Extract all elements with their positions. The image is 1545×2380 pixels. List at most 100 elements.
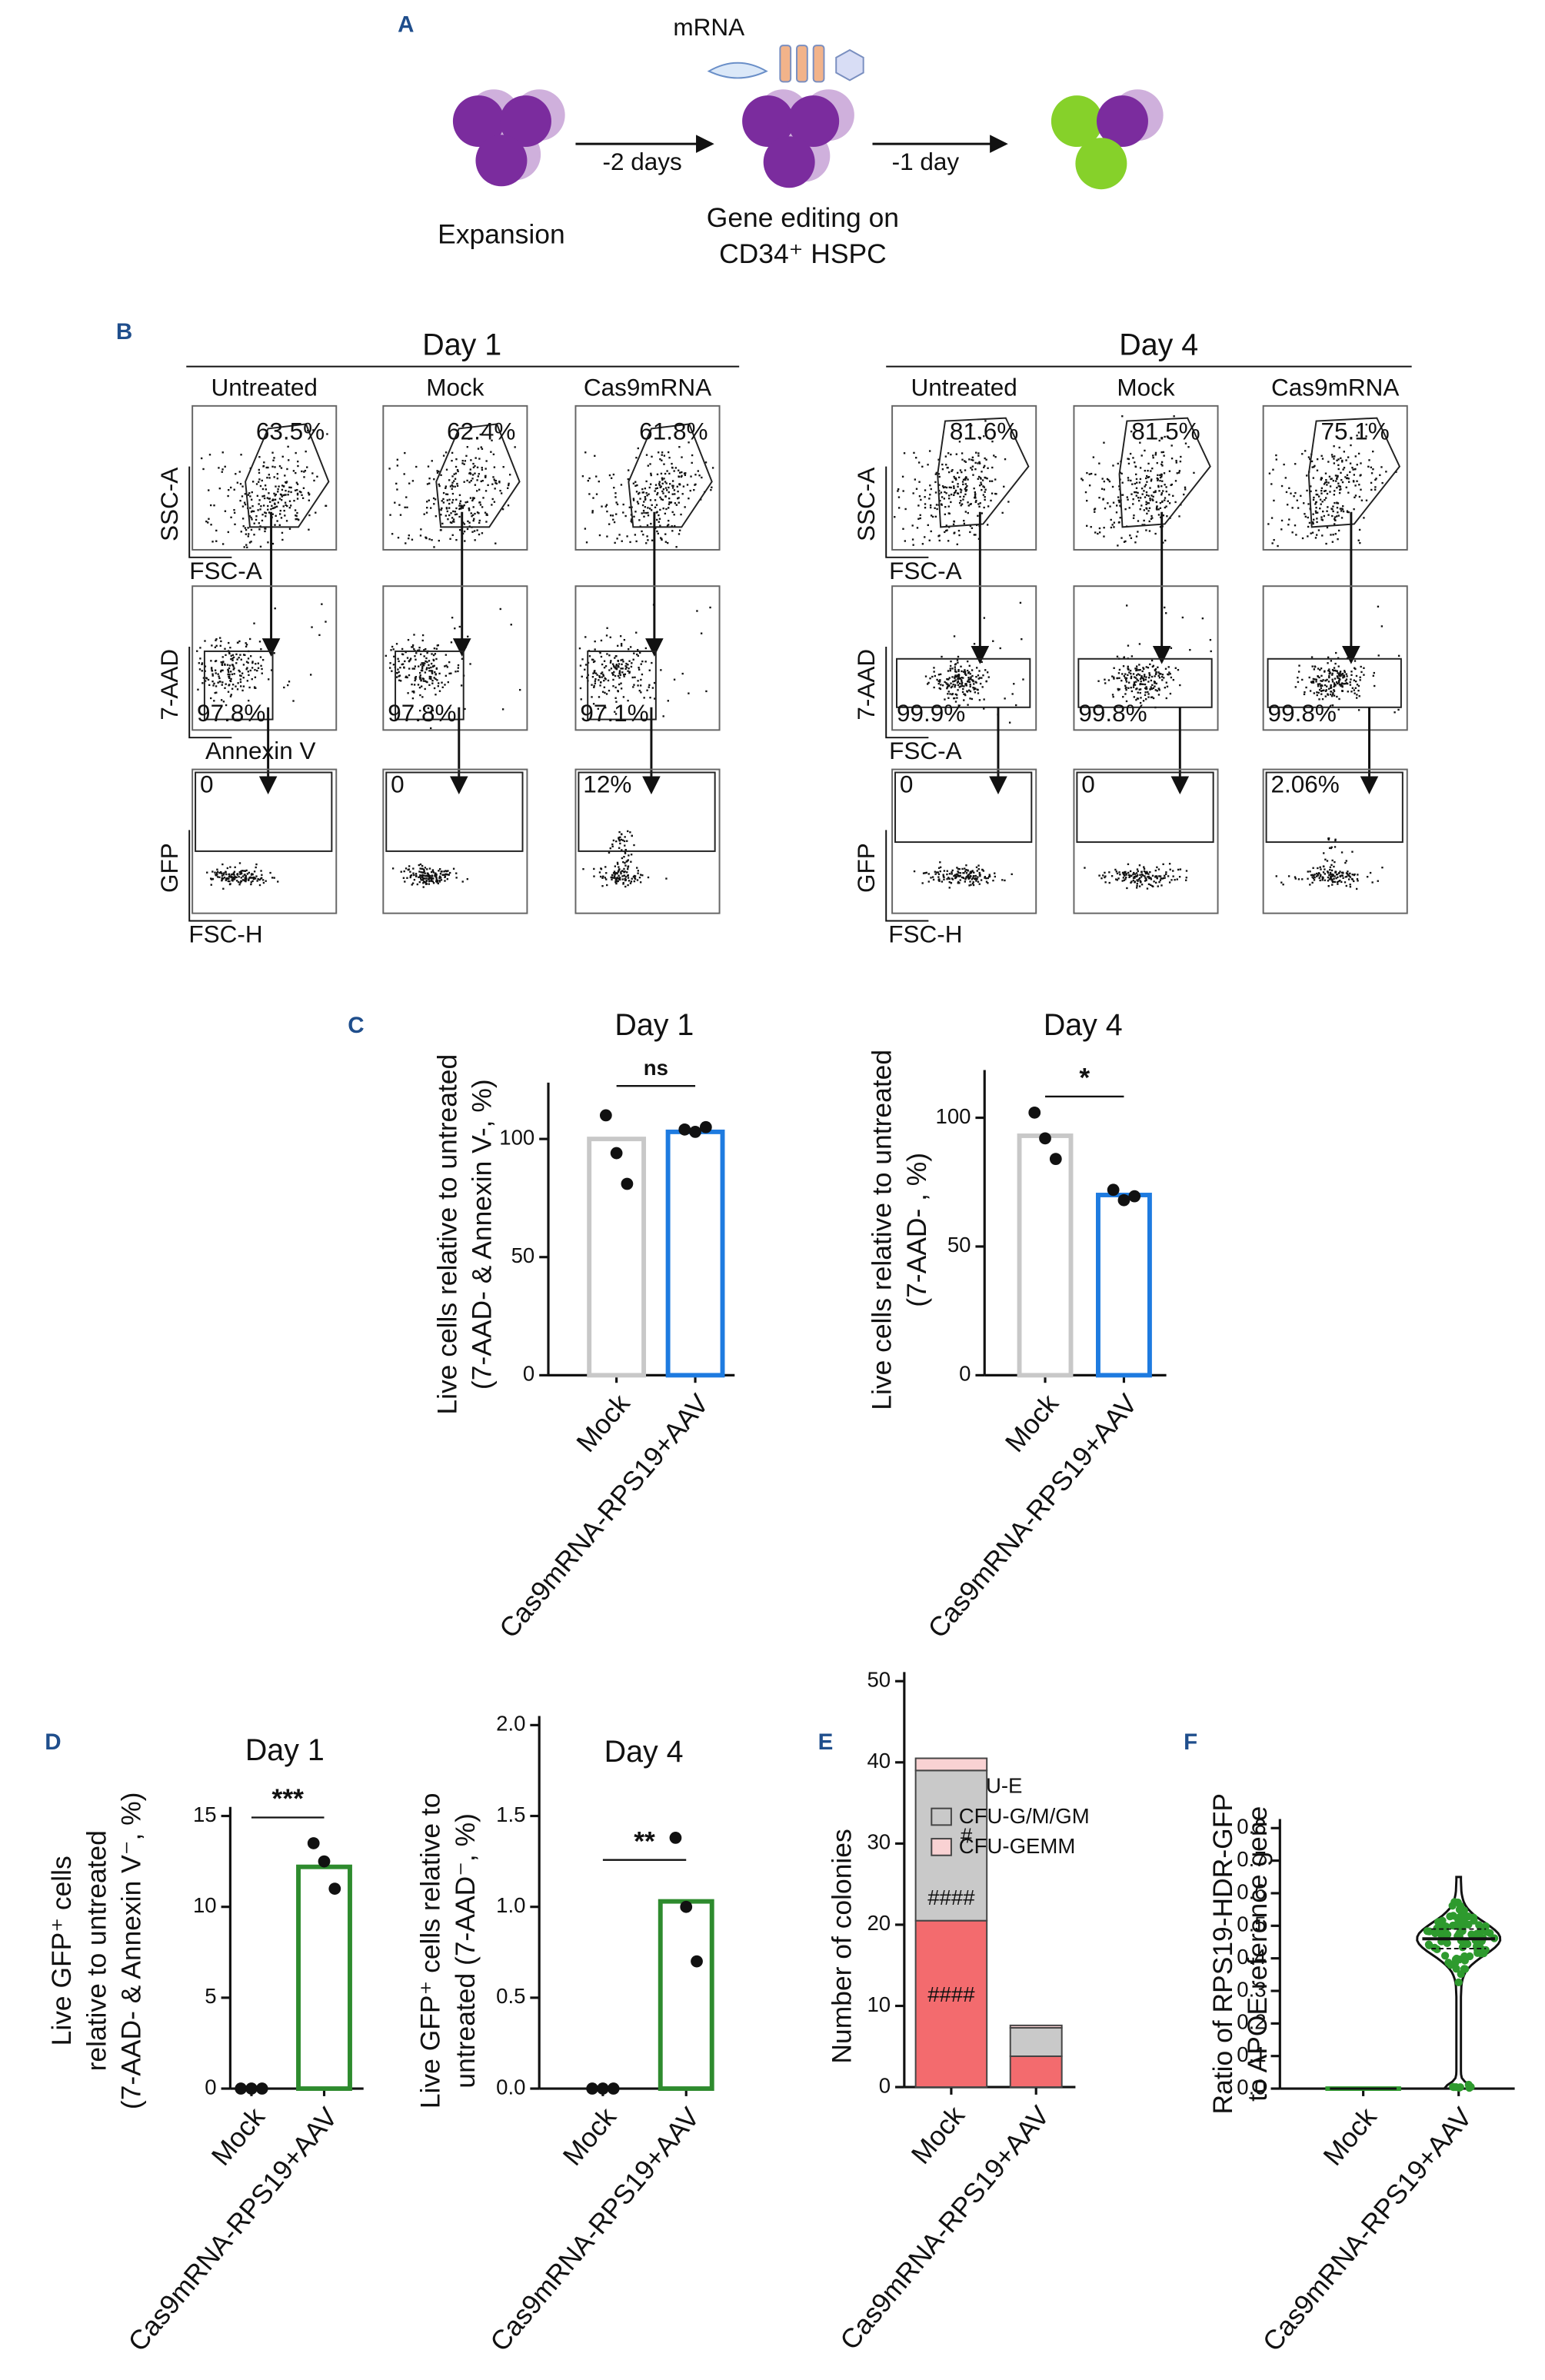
dot <box>1359 474 1361 477</box>
dot <box>233 870 236 873</box>
dot <box>1147 510 1150 512</box>
dot <box>224 510 227 512</box>
plot-frame <box>891 404 1037 551</box>
dot <box>967 877 970 880</box>
dot <box>635 491 638 493</box>
dot <box>918 495 921 498</box>
dot <box>627 699 629 702</box>
dot <box>476 479 478 481</box>
dot <box>1123 675 1126 677</box>
dot <box>297 464 299 468</box>
dot <box>1132 873 1134 876</box>
dot <box>1343 467 1346 469</box>
dot <box>1355 674 1358 677</box>
dot <box>1166 685 1169 687</box>
dot <box>402 877 405 879</box>
dot <box>471 515 473 518</box>
dot <box>455 877 458 879</box>
dot <box>965 877 967 879</box>
dot <box>1301 537 1304 540</box>
dot <box>1115 511 1118 514</box>
dot <box>970 467 972 469</box>
dot-cloud <box>1267 423 1397 548</box>
dot <box>1103 535 1105 538</box>
dot <box>983 617 986 619</box>
dot <box>925 871 927 874</box>
dot <box>651 661 653 664</box>
dot <box>426 872 429 874</box>
dot <box>600 672 602 675</box>
dot <box>1349 886 1352 888</box>
dot <box>1081 479 1084 481</box>
y-tick-label: 0 <box>879 2073 891 2097</box>
dot <box>1324 684 1327 687</box>
dot <box>930 877 932 879</box>
dot <box>242 677 245 679</box>
dot <box>646 535 648 538</box>
dot <box>420 879 422 881</box>
dot <box>277 491 279 493</box>
dot <box>235 653 238 656</box>
dot <box>629 882 632 884</box>
dot <box>967 704 969 706</box>
dot <box>232 656 235 658</box>
dot <box>1294 463 1297 465</box>
dot <box>951 481 954 483</box>
dot <box>599 651 601 654</box>
dot <box>1350 691 1353 693</box>
dot <box>463 481 465 483</box>
gate <box>203 650 274 721</box>
dot <box>604 866 607 868</box>
dot <box>308 528 310 531</box>
dot <box>1149 663 1151 666</box>
dot <box>1146 512 1148 515</box>
dot <box>942 874 944 876</box>
dot <box>1139 668 1141 671</box>
bar <box>1017 1133 1074 1378</box>
dot <box>208 684 211 687</box>
dot <box>642 534 644 536</box>
dot <box>1304 513 1306 515</box>
x-tick-label: Mock <box>1317 2102 1383 2172</box>
dot <box>451 484 453 487</box>
dot <box>912 492 914 494</box>
dot <box>250 541 252 543</box>
dot <box>978 505 981 508</box>
dot <box>1169 692 1172 695</box>
dot <box>403 473 405 475</box>
dot <box>969 684 971 686</box>
dot <box>630 854 633 856</box>
dot <box>1313 879 1316 881</box>
dot <box>621 540 623 542</box>
dot <box>930 530 932 533</box>
dot <box>947 494 951 497</box>
dot <box>643 511 645 514</box>
dot <box>1154 454 1157 456</box>
dot <box>1334 474 1337 477</box>
dot <box>588 655 591 657</box>
data-point <box>689 1126 701 1138</box>
dot <box>442 491 445 494</box>
dot <box>1338 491 1341 494</box>
dot <box>1397 708 1400 711</box>
y-tick-label: 50 <box>511 1243 535 1267</box>
bar-segment <box>1009 2027 1063 2057</box>
dot <box>1180 455 1182 458</box>
dot <box>1145 687 1147 691</box>
dot <box>1310 874 1313 877</box>
dot <box>1339 488 1341 491</box>
dot <box>248 515 251 518</box>
dot <box>1154 491 1157 494</box>
dot <box>454 478 457 480</box>
dot <box>249 655 252 657</box>
chart-title: Day 1 <box>614 1008 694 1042</box>
dot <box>941 468 944 471</box>
dot <box>1137 497 1140 499</box>
dot <box>966 484 968 488</box>
dot <box>1311 681 1314 683</box>
dot <box>1129 669 1132 672</box>
dot <box>938 534 941 537</box>
dot <box>958 867 961 870</box>
dot <box>232 665 235 667</box>
dot <box>593 867 595 870</box>
